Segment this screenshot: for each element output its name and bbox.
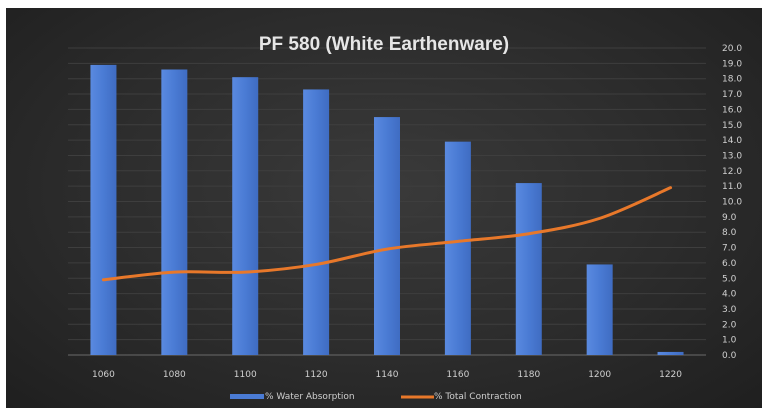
y-tick-label: 15.0 [722, 121, 742, 131]
x-tick-label: 1200 [588, 370, 611, 380]
y-tick-label: 3.0 [722, 305, 737, 315]
y-tick-label: 8.0 [722, 228, 737, 238]
y-tick-label: 18.0 [722, 75, 742, 85]
y-tick-label: 11.0 [722, 182, 742, 192]
y-tick-label: 1.0 [722, 336, 737, 346]
x-tick-label: 1220 [659, 370, 682, 380]
y-tick-label: 6.0 [722, 259, 737, 269]
chart-svg: 0.0 1.0 2.0 3.0 4.0 5.0 6.0 7.0 8.0 9.0 10.0 11.0 12… [68, 34, 742, 402]
y-tick-label: 0.0 [722, 351, 737, 361]
x-tick-label: 1060 [92, 370, 115, 380]
bar-water-absorption [657, 351, 684, 355]
bar-water-absorption [515, 183, 542, 355]
y-tick-label: 5.0 [722, 274, 737, 284]
y-tick-label: 14.0 [722, 136, 742, 146]
bar-water-absorption [374, 117, 400, 355]
legend-label-water-absorption: % Water Absorption [265, 392, 355, 402]
y-tick-label: 13.0 [722, 151, 742, 161]
y-tick-label: 19.0 [722, 59, 742, 69]
y-tick-label: 10.0 [722, 198, 742, 208]
bar-water-absorption [444, 141, 471, 355]
x-tick-label: 1180 [517, 370, 540, 380]
y-tick-label: 16.0 [722, 105, 742, 115]
legend-label-total-contraction: % Total Contraction [434, 392, 522, 402]
x-tick-label: 1160 [446, 370, 469, 380]
y-tick-label: 12.0 [722, 167, 742, 177]
bar-water-absorption [303, 89, 330, 355]
bar-water-absorption [161, 69, 188, 356]
x-tick-label: 1100 [234, 370, 257, 380]
y-tick-label: 20.0 [722, 44, 742, 54]
y-tick-label: 7.0 [722, 244, 737, 254]
bar-water-absorption [586, 264, 613, 355]
bars [90, 64, 684, 356]
y-tick-label: 2.0 [722, 320, 737, 330]
line-series [101, 186, 673, 282]
x-axis-ticks: 1060 1080 1100 1120 1140 1160 1180 1200 1220 [92, 370, 682, 380]
chart-title: PF 580 (White Earthenware) [259, 34, 509, 55]
x-tick-label: 1080 [163, 370, 186, 380]
y-tick-label: 17.0 [722, 90, 742, 100]
legend-swatch-water-absorption [230, 394, 264, 399]
y-tick-label: 9.0 [722, 213, 737, 223]
chart-frame: 0.0 1.0 2.0 3.0 4.0 5.0 6.0 7.0 8.0 9.0 10.0 11.0 12… [6, 8, 762, 408]
x-tick-label: 1120 [305, 370, 328, 380]
y-tick-label: 4.0 [722, 290, 737, 300]
bar-water-absorption [232, 77, 259, 355]
x-tick-label: 1140 [376, 370, 399, 380]
bar-water-absorption [90, 64, 117, 355]
y-axis-ticks: 0.0 1.0 2.0 3.0 4.0 5.0 6.0 7.0 8.0 9.0 10.0 11.0 12… [722, 44, 742, 361]
legend: % Water Absorption % Total Contraction [230, 392, 522, 402]
